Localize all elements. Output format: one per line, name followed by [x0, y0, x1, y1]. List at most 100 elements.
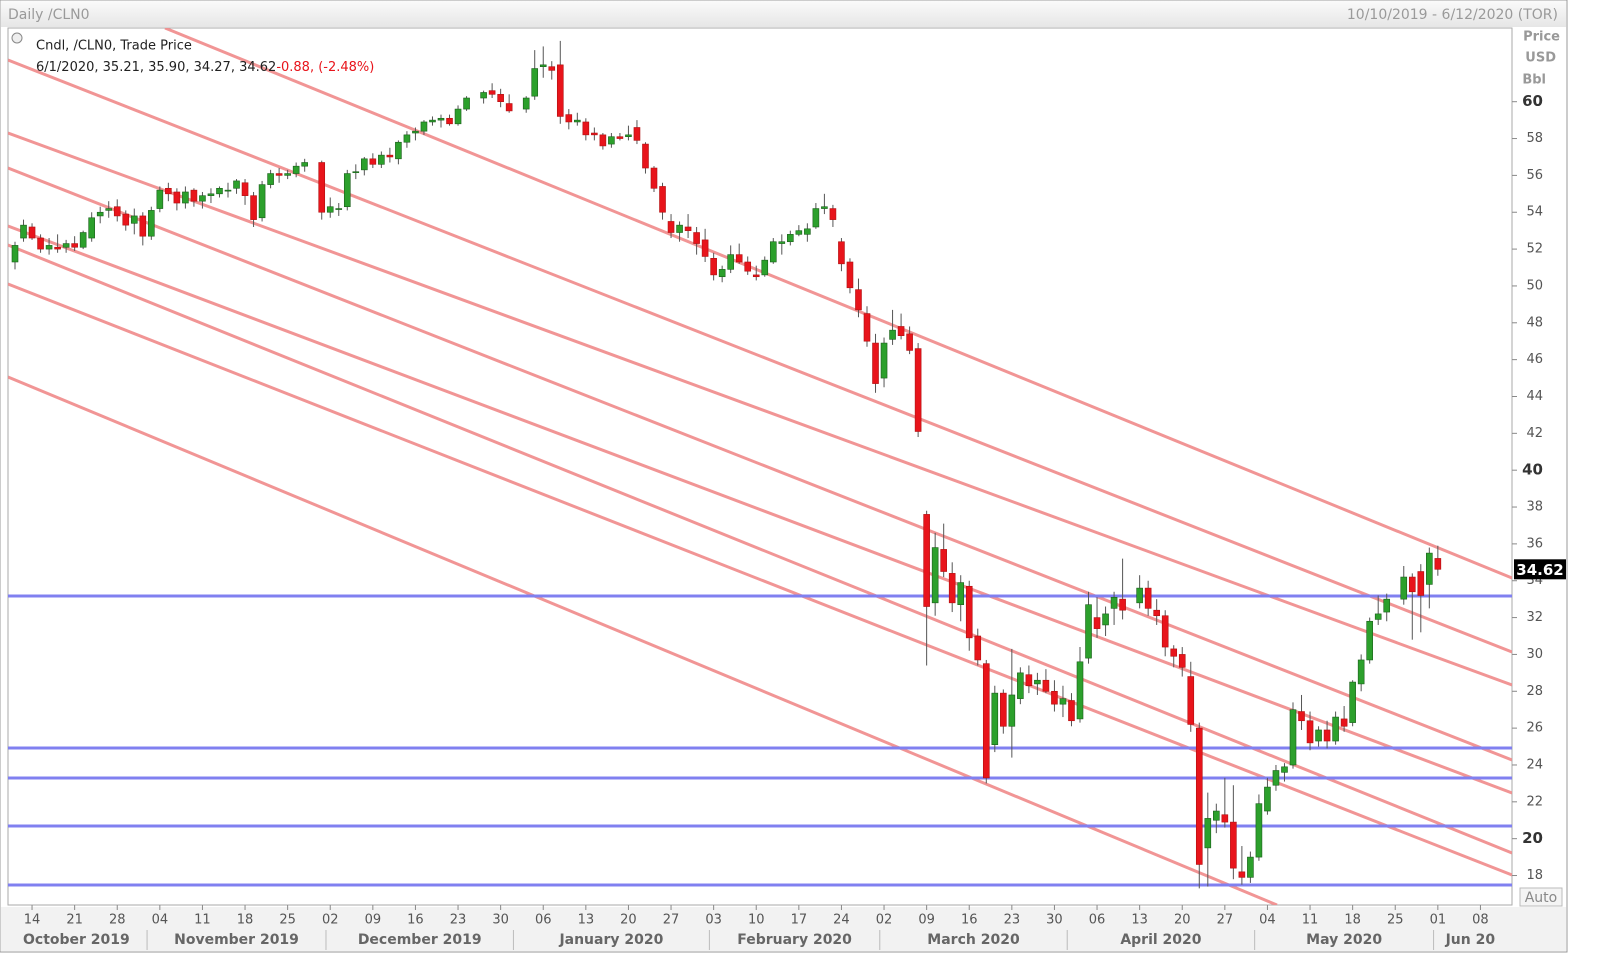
x-tick-label: 16 — [961, 913, 978, 928]
axis-label: USD — [1525, 51, 1556, 66]
x-tick-label: 01 — [1430, 913, 1447, 928]
y-tick-label: 22 — [1526, 794, 1543, 809]
candle-body — [403, 134, 411, 143]
candle-body — [1136, 587, 1143, 604]
candle-body — [633, 127, 641, 141]
candle-body — [1119, 598, 1126, 611]
candle-body — [395, 141, 402, 160]
candle-body — [761, 259, 769, 276]
candle-body — [20, 224, 27, 239]
candle-body — [1042, 679, 1050, 692]
candle-body — [241, 182, 249, 196]
x-tick-label: 20 — [620, 913, 637, 928]
candle-body — [1306, 720, 1314, 744]
y-tick-label: 32 — [1526, 610, 1543, 625]
month-label: May 2020 — [1306, 932, 1382, 948]
x-tick-label: 21 — [66, 913, 83, 928]
candle-body — [446, 117, 453, 125]
candle-body — [556, 64, 564, 117]
candle-body — [642, 143, 649, 169]
y-tick-label: 26 — [1526, 721, 1543, 736]
x-tick-label: 06 — [535, 913, 552, 928]
candle-body — [931, 547, 939, 604]
candle-body — [1230, 821, 1237, 869]
candle-body — [352, 171, 360, 174]
x-tick-label: 18 — [1344, 913, 1361, 928]
x-tick-label: 04 — [152, 913, 169, 928]
time-axis — [1, 907, 1566, 951]
candle-body — [982, 663, 990, 779]
x-tick-label: 02 — [322, 913, 339, 928]
candle-body — [625, 134, 632, 138]
candle-body — [54, 246, 61, 250]
y-tick-label: 30 — [1526, 647, 1543, 662]
candle-body — [846, 261, 854, 289]
candle-body — [386, 154, 394, 158]
x-tick-label: 09 — [918, 913, 935, 928]
candle-body — [429, 119, 436, 123]
y-tick-label: 38 — [1526, 500, 1543, 515]
x-tick-label: 14 — [24, 913, 41, 928]
candle-body — [676, 224, 683, 233]
candle-body — [1187, 676, 1195, 725]
last-price-tag — [1514, 559, 1566, 580]
trend-line — [8, 166, 1512, 762]
candle-body — [250, 195, 257, 220]
candle-body — [1144, 587, 1152, 609]
candle-body — [79, 232, 87, 248]
month-label: November 2019 — [174, 932, 299, 948]
candle-body — [1426, 552, 1433, 585]
candle-body — [1153, 609, 1160, 617]
candle-body — [267, 173, 274, 185]
candle-body — [778, 241, 786, 244]
candle-body — [190, 189, 198, 202]
candle-body — [1068, 700, 1075, 722]
x-tick-label: 17 — [791, 913, 808, 928]
candle-body — [940, 549, 947, 572]
candle-body — [45, 245, 53, 250]
candle-body — [1170, 648, 1178, 657]
month-label: February 2020 — [737, 932, 852, 948]
candle-body — [182, 191, 189, 204]
y-tick-label: 56 — [1526, 168, 1543, 183]
x-tick-label: 06 — [1089, 913, 1106, 928]
candle-body — [463, 97, 470, 110]
candle-body — [62, 243, 70, 248]
candle-body — [96, 211, 104, 217]
study-icon[interactable] — [11, 32, 23, 44]
candle-body — [1272, 770, 1280, 786]
candle-body — [420, 121, 428, 132]
candle-body — [505, 103, 513, 112]
candle-body — [531, 68, 539, 97]
trend-line — [8, 375, 1278, 905]
y-tick-label: 60 — [1522, 92, 1543, 110]
trend-line — [8, 131, 1512, 687]
x-tick-label: 11 — [194, 913, 211, 928]
x-tick-label: 13 — [1131, 913, 1148, 928]
y-tick-label: 18 — [1526, 868, 1543, 883]
candle-body — [1102, 613, 1109, 626]
candle-body — [701, 239, 709, 257]
y-tick-label: 42 — [1526, 426, 1543, 441]
candle-body — [156, 189, 164, 209]
candle-body — [591, 132, 598, 136]
candle-body — [1178, 654, 1186, 668]
date-range: 10/10/2019 - 6/12/2020 (TOR) — [1347, 7, 1558, 23]
candle-body — [1076, 661, 1084, 720]
candle-body — [292, 165, 300, 174]
candle-body — [829, 208, 837, 220]
candle-body — [28, 226, 36, 239]
candle-body — [889, 329, 896, 340]
candle-body — [1110, 597, 1118, 609]
auto-button-label[interactable]: Auto — [1525, 890, 1558, 906]
auto-button[interactable] — [1519, 887, 1563, 907]
x-tick-label: 16 — [407, 913, 424, 928]
x-tick-label: 04 — [1259, 913, 1276, 928]
candle-body — [1332, 716, 1339, 742]
x-tick-label: 30 — [1046, 913, 1063, 928]
month-label: March 2020 — [927, 932, 1020, 948]
candle-body — [1085, 604, 1092, 659]
candle-body — [718, 269, 726, 278]
candle-body — [275, 173, 283, 176]
month-label: October 2019 — [23, 932, 130, 948]
